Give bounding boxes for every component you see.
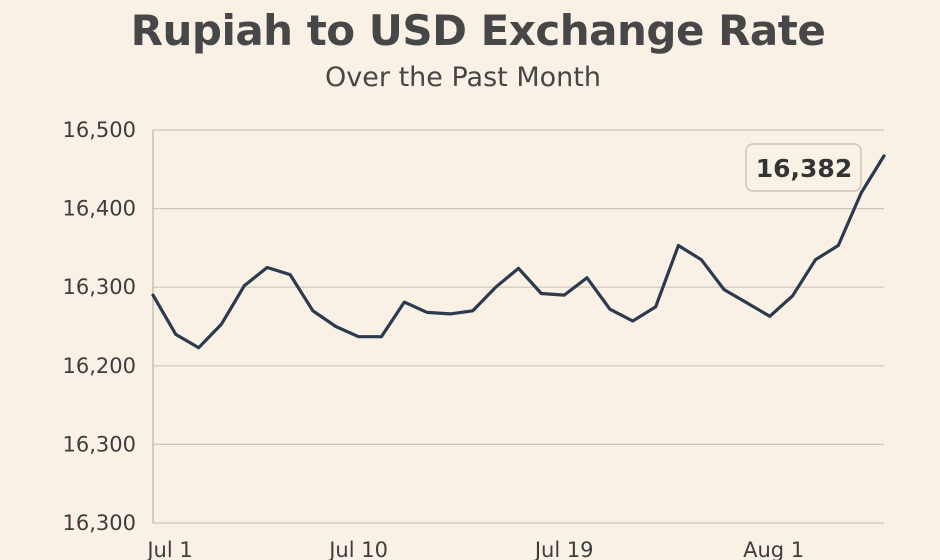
x-tick-label: Aug 1 <box>743 538 804 560</box>
y-tick-label: 16,200 <box>63 354 136 378</box>
y-tick-label: 16,500 <box>63 118 136 142</box>
y-axis-ticks: 16,500 16,400 16,300 16,200 16,300 16,300 <box>63 118 136 535</box>
y-tick-label: 16,300 <box>63 511 136 535</box>
x-tick-label: Jul 10 <box>327 538 388 560</box>
value-callout: 16,382 <box>745 143 862 192</box>
x-axis-ticks: Jul 1 Jul 10 Jul 19 Aug 1 <box>145 538 804 560</box>
callout-box <box>745 143 862 192</box>
grid-lines <box>153 129 884 524</box>
y-tick-label: 16,300 <box>63 432 136 456</box>
callout-label: 16,382 <box>756 154 852 183</box>
y-tick-label: 16,300 <box>63 275 136 299</box>
chart-subtitle: Over the Past Month <box>325 62 601 93</box>
x-tick-label: Jul 1 <box>145 538 192 560</box>
y-tick-label: 16,400 <box>63 197 136 221</box>
x-tick-label: Jul 19 <box>533 538 594 560</box>
chart-title: Rupiah to USD Exchange Rate <box>130 6 826 55</box>
series-line <box>151 154 886 350</box>
